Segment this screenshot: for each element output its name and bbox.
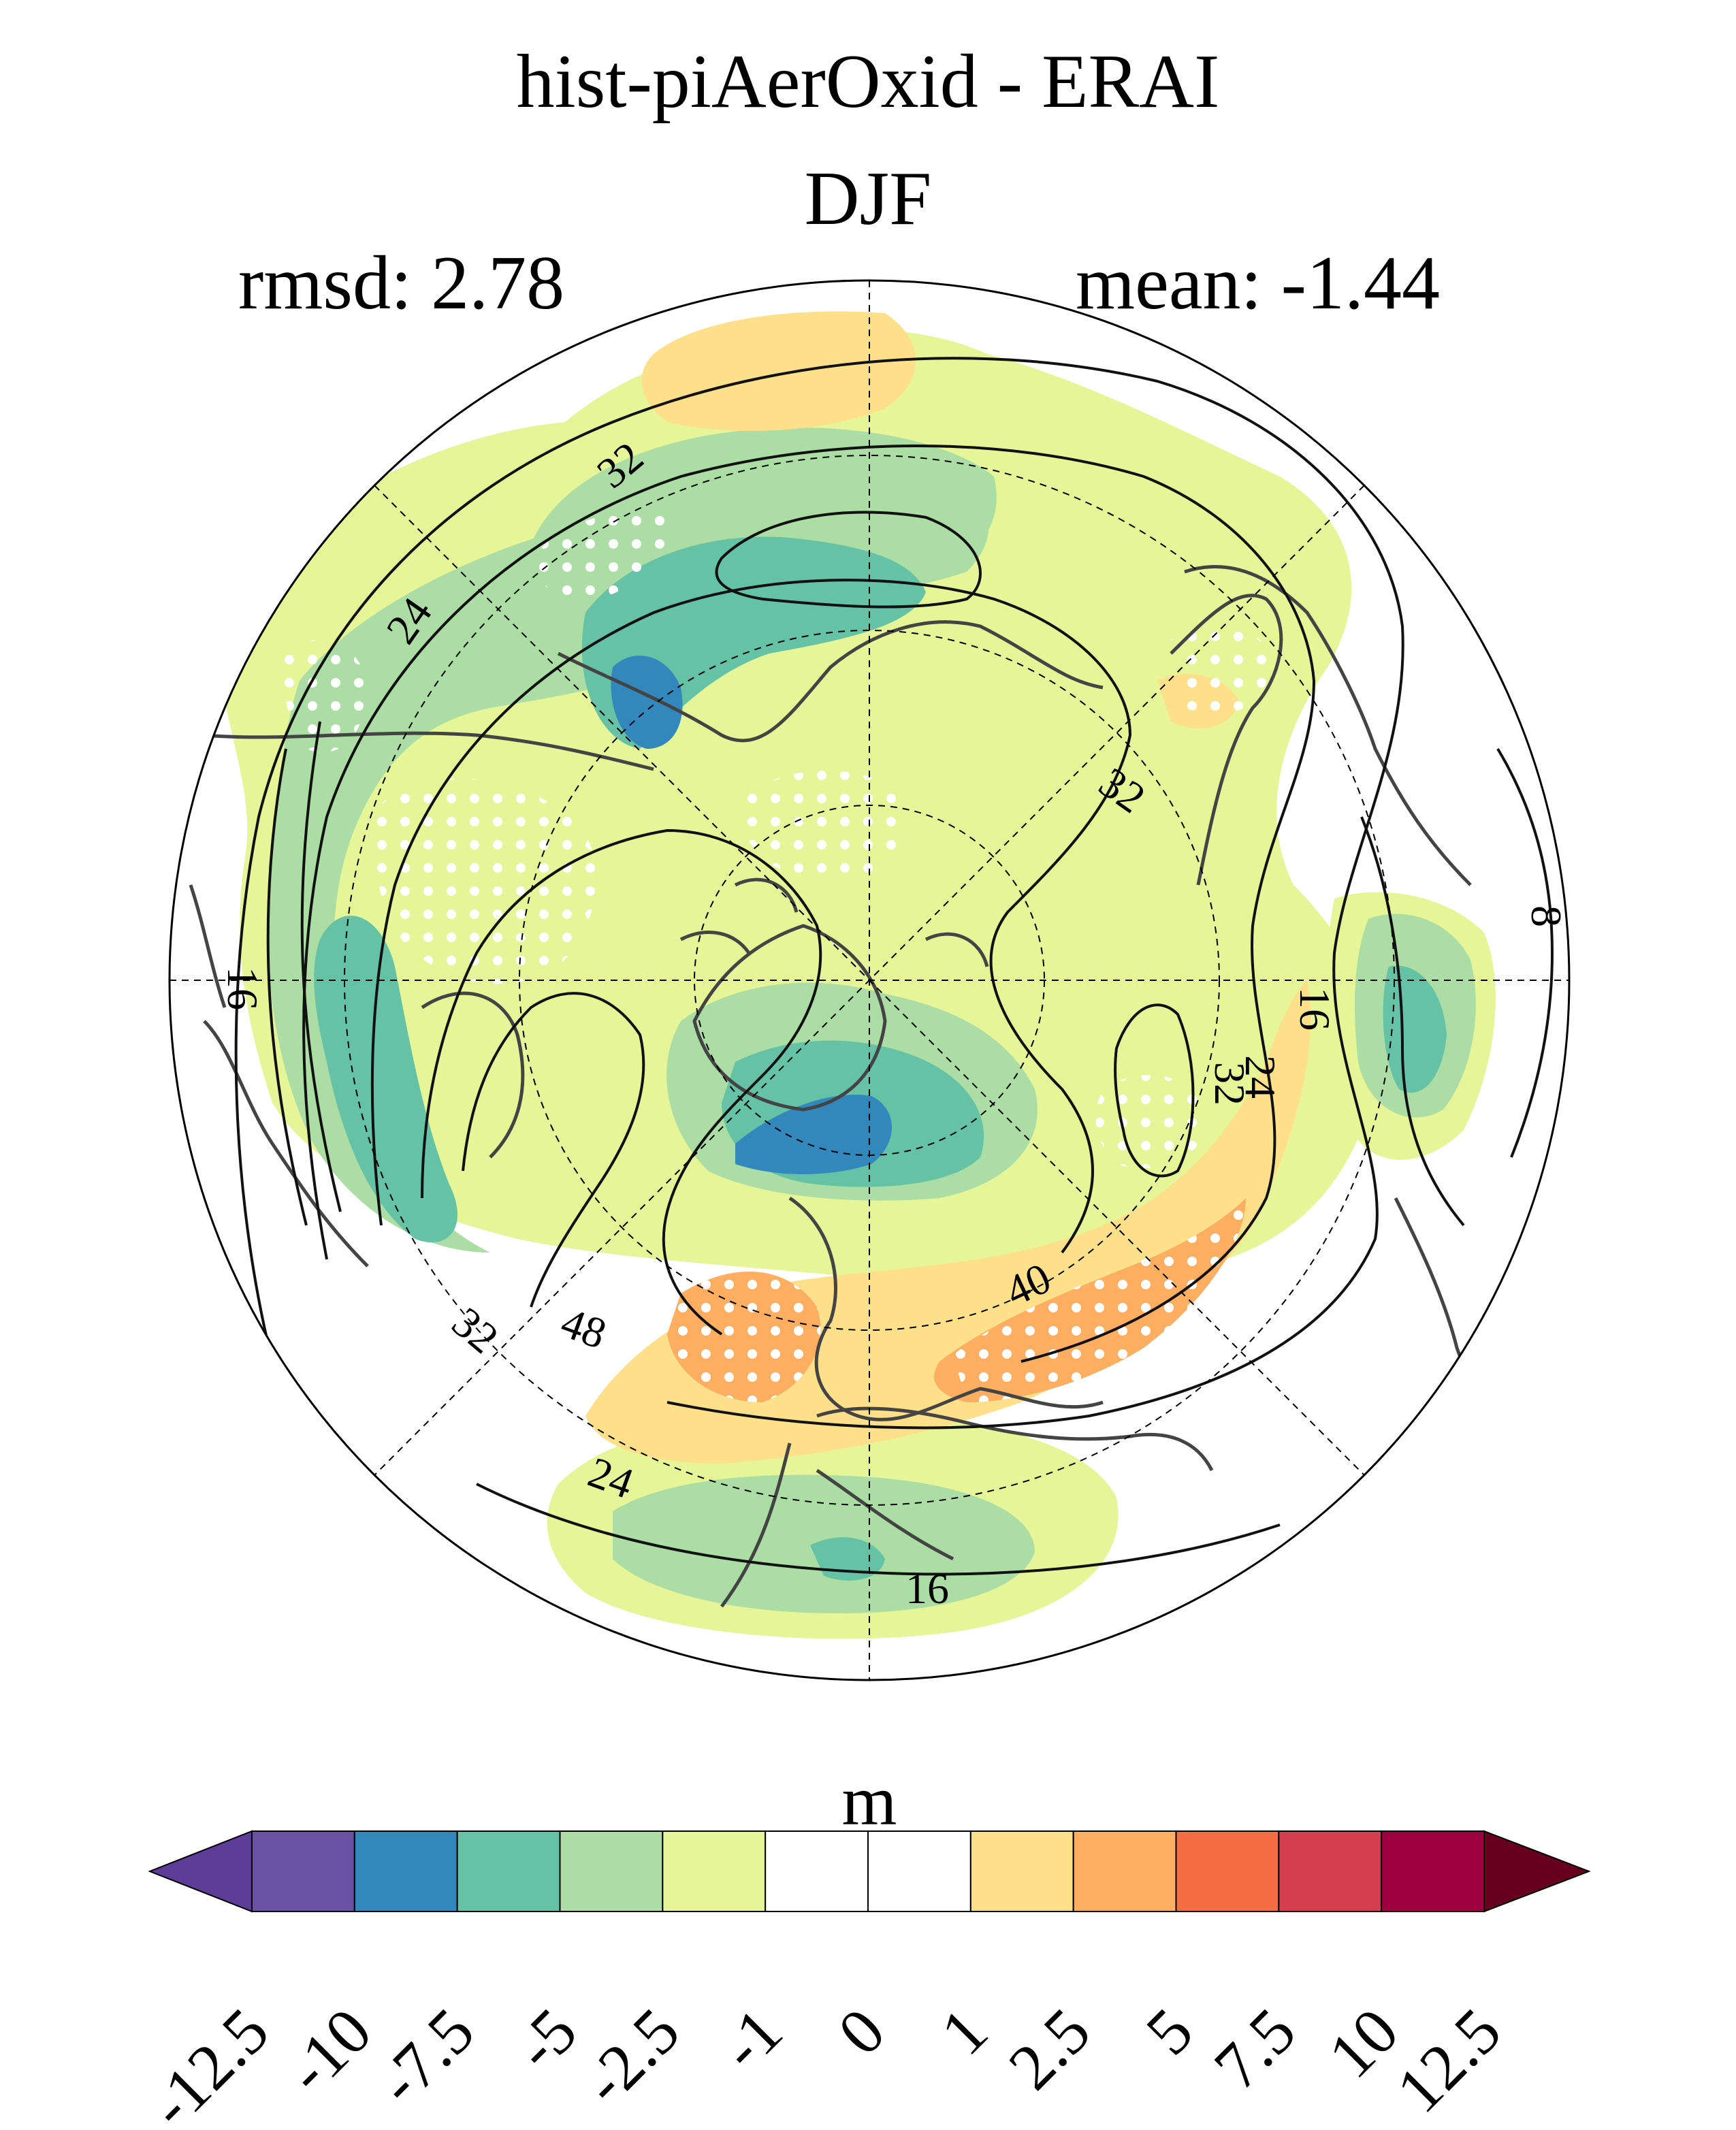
field-blue-north xyxy=(611,656,683,749)
colorbar-tick-label: 12.5 xyxy=(1382,1994,1514,2126)
colorbar-over-triangle xyxy=(1483,1830,1591,1913)
field-blue-center xyxy=(735,1095,892,1174)
colorbar-box xyxy=(1381,1830,1485,1912)
coast-north-america-east xyxy=(204,731,654,771)
stipple-west-band xyxy=(283,639,368,753)
contour-label: 16 xyxy=(1291,987,1339,1031)
colorbar-box xyxy=(1072,1830,1177,1912)
colorbar-box xyxy=(969,1830,1074,1912)
coast-alaska xyxy=(1184,565,1472,886)
colorbar-under-triangle xyxy=(148,1830,253,1913)
stipple-pacific xyxy=(1171,626,1280,713)
colorbar-box xyxy=(559,1830,664,1912)
colorbar-box xyxy=(353,1830,458,1912)
contour-24-outer xyxy=(234,357,1404,1430)
colorbar-tick-label: -1 xyxy=(706,1994,796,2084)
colorbar-tick-label: -10 xyxy=(272,1994,385,2107)
stipple-west xyxy=(374,778,597,984)
field-teal-east xyxy=(1383,965,1447,1093)
field-mid-green xyxy=(267,463,989,1253)
contour-24-west xyxy=(300,721,342,1212)
coast-south-america xyxy=(203,1020,369,1268)
contour-32-outer xyxy=(302,445,1316,1363)
colorbar-box xyxy=(1175,1830,1280,1912)
stipple-asia xyxy=(953,1198,1246,1402)
coast-asia-east xyxy=(1170,594,1283,886)
colorbar-tick-label: 2.5 xyxy=(995,1994,1104,2103)
colorbar-box xyxy=(456,1830,561,1912)
field-yellow-north xyxy=(641,311,916,432)
contour-40 xyxy=(370,579,1132,1254)
season-label: DJF xyxy=(804,157,932,241)
meridian-diagonal-b xyxy=(374,485,1365,1476)
coast-mediterranean xyxy=(816,1406,1214,1472)
colorbar-tick-label: 1 xyxy=(927,1994,1001,2069)
stipple-east xyxy=(1095,1075,1212,1169)
coast-europe xyxy=(788,1196,1104,1421)
contour-label: 16 xyxy=(219,967,267,1010)
contour-label: 8 xyxy=(1522,905,1571,927)
contour-label: 24 xyxy=(1236,1055,1285,1099)
graticule xyxy=(170,280,1569,1680)
contour-label: 32 xyxy=(1206,1062,1254,1106)
contour-east-loop xyxy=(1114,1003,1195,1178)
colorbar-box xyxy=(251,1830,355,1912)
coast-pacific-west xyxy=(189,884,227,1008)
mean-label: mean: -1.44 xyxy=(1076,241,1440,325)
colorbar-tick-label: -2.5 xyxy=(568,1994,693,2118)
colorbar-box xyxy=(765,1830,869,1912)
stipple-north xyxy=(531,512,669,599)
colorbar-unit: m xyxy=(842,1762,897,1840)
colorbar-box xyxy=(1278,1830,1383,1912)
contour-16-east xyxy=(1360,816,1465,1227)
colorbar-tick-label: -12.5 xyxy=(135,1994,283,2130)
map-title: hist-piAerOxid - ERAI xyxy=(516,39,1220,124)
contour-label: 16 xyxy=(905,1564,949,1613)
map-boundary xyxy=(168,279,1571,1681)
coast-greenland xyxy=(692,924,887,1112)
contour-48 xyxy=(421,828,822,1336)
colorbar-tick-label: 5 xyxy=(1132,1994,1207,2069)
contour-north-loop xyxy=(715,511,982,609)
colorbar-tick-label: 7.5 xyxy=(1200,1994,1310,2103)
stipple-arctic xyxy=(735,771,910,885)
contour-8-east xyxy=(1496,747,1554,1158)
stipple-europe xyxy=(667,1271,821,1402)
coast-asia-north xyxy=(557,620,1104,743)
colorbar-boxes xyxy=(148,1830,1591,1913)
contour-inner-west xyxy=(462,992,645,1308)
colorbar-box xyxy=(662,1830,767,1912)
rmsd-label: rmsd: 2.78 xyxy=(238,241,565,325)
colorbar-tick-label: -7.5 xyxy=(363,1994,487,2118)
colorbar-box xyxy=(867,1830,971,1912)
field-teal-west xyxy=(314,916,457,1243)
contour-16-south xyxy=(476,1483,1281,1576)
coast-africa xyxy=(720,1442,954,1608)
contours xyxy=(234,357,1554,1576)
colorbar-tick-label: 0 xyxy=(824,1994,899,2069)
